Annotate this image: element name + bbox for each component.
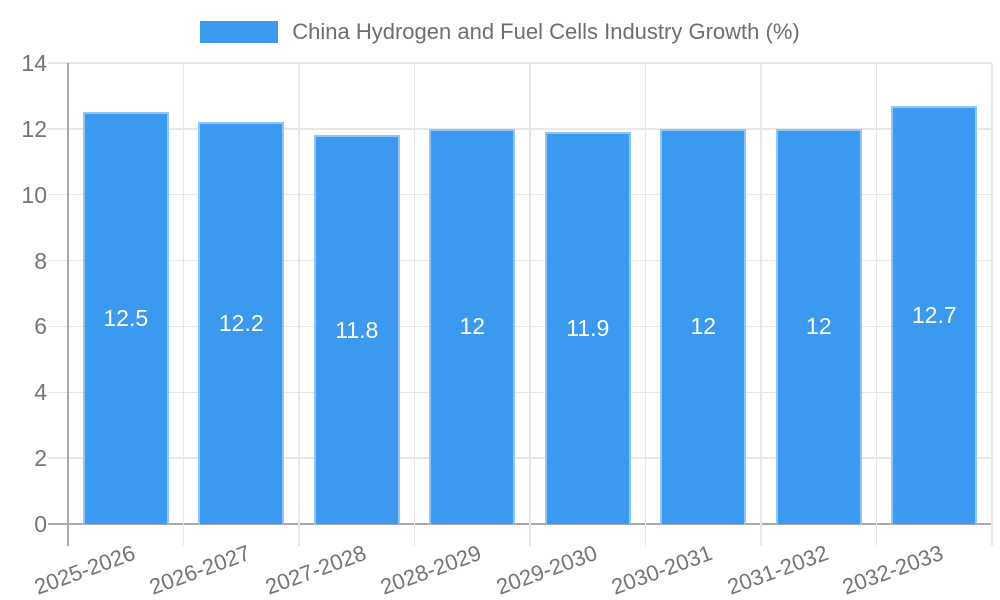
y-gridline [48,62,992,64]
legend[interactable]: China Hydrogen and Fuel Cells Industry G… [0,19,1000,45]
x-tick-label: 2031-2032 [723,540,831,600]
legend-series-label: China Hydrogen and Fuel Cells Industry G… [292,19,800,44]
x-tick-label: 2026-2027 [146,540,254,600]
bar[interactable] [313,135,400,524]
y-gridline [48,128,992,130]
bar-value-label: 12.5 [103,305,149,332]
bar[interactable] [775,128,862,524]
bar[interactable] [429,128,516,524]
y-tick-label: 10 [21,181,47,208]
x-tick-label: 2032-2033 [839,540,947,600]
x-tick-label: 2025-2026 [30,540,138,600]
bar[interactable] [660,128,747,524]
x-tick-label: 2030-2031 [608,540,716,600]
y-gridline [48,391,992,394]
x-gridline [991,63,993,546]
y-tick-label: 12 [21,115,47,142]
bar[interactable] [544,132,631,524]
bar[interactable] [198,122,285,524]
x-gridline [182,63,185,546]
y-tick-label: 2 [34,445,47,472]
y-tick-label: 14 [21,50,47,76]
x-gridline [760,63,762,546]
bar[interactable] [82,112,169,524]
y-gridline [48,193,992,196]
x-gridline [875,63,878,546]
y-tick-label: 0 [34,511,47,537]
x-gridline [298,63,300,546]
y-gridline [48,259,992,262]
y-gridline [48,325,992,328]
x-gridline [529,63,531,546]
bar-value-label: 11.8 [335,316,379,343]
x-tick-label: 2028-2029 [377,540,485,600]
bar[interactable] [891,105,978,524]
y-tick-label: 8 [34,247,47,274]
x-axis-line [48,523,992,525]
bar-value-label: 11.9 [566,315,610,342]
y-tick-label: 4 [34,379,47,406]
bar-value-label: 12 [459,313,486,340]
y-tick-label: 6 [34,313,47,340]
bar-value-label: 12.7 [911,301,957,328]
x-gridline [413,63,416,546]
x-tick-label: 2027-2028 [261,540,369,600]
x-tick-label: 2029-2030 [492,540,600,600]
x-gridline [644,63,647,546]
y-axis-line [67,63,69,546]
bar-value-label: 12.2 [218,310,264,337]
bar-value-label: 12 [805,313,832,340]
y-gridline [48,457,992,459]
legend-color-swatch [200,21,279,43]
bar-value-label: 12 [690,313,717,340]
